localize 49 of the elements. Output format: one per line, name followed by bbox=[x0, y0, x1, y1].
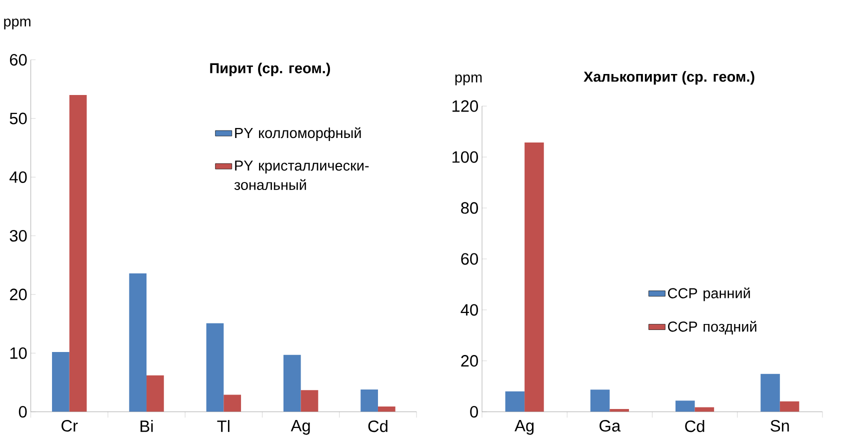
y-tick-label: 100 bbox=[452, 150, 478, 163]
y-tick-label: 0 bbox=[470, 406, 478, 418]
y-tick-label: 10 bbox=[10, 347, 27, 359]
y-tick-label: 120 bbox=[452, 100, 478, 112]
y-tick-label: 20 bbox=[461, 354, 478, 366]
y-tick-label: 20 bbox=[10, 288, 27, 300]
y-tick-label: 60 bbox=[461, 252, 478, 265]
x-tick-label: Ag bbox=[514, 420, 534, 434]
y-axis-title: ppm bbox=[4, 18, 30, 30]
bar bbox=[146, 375, 164, 412]
x-tick-label: Cd bbox=[685, 420, 704, 432]
bar bbox=[378, 406, 396, 412]
x-tick-label: Sn bbox=[770, 420, 789, 432]
x-tick-label: Cr bbox=[62, 420, 78, 432]
x-tick-label: Ag bbox=[290, 420, 310, 434]
y-tick-label: 80 bbox=[461, 202, 478, 214]
legend-label: PY кристаллически-зональный bbox=[234, 160, 369, 190]
bar bbox=[129, 273, 147, 412]
y-axis-title: ppm bbox=[455, 74, 482, 86]
bar bbox=[590, 389, 610, 412]
bar bbox=[283, 354, 301, 412]
x-tick-label: Cd bbox=[368, 420, 388, 432]
bar bbox=[676, 400, 695, 412]
chart-title: Пирит (ср. геом.) bbox=[210, 62, 330, 76]
bar bbox=[694, 406, 714, 412]
legend-label: CCP ранний bbox=[668, 287, 750, 301]
legend-label: PY колломорфный bbox=[235, 126, 361, 141]
bar bbox=[52, 352, 70, 412]
x-tick-label: Bi bbox=[140, 420, 153, 432]
y-tick-label: 60 bbox=[10, 54, 27, 66]
y-tick-label: 50 bbox=[10, 112, 27, 124]
bar bbox=[524, 142, 544, 412]
bar bbox=[224, 394, 242, 412]
legend-label: CCP поздний bbox=[668, 320, 756, 334]
bar bbox=[780, 401, 800, 412]
bar bbox=[69, 94, 87, 412]
bar bbox=[760, 374, 780, 412]
bar bbox=[360, 389, 378, 412]
y-tick-label: 40 bbox=[460, 304, 478, 316]
bar bbox=[505, 391, 525, 412]
y-tick-label: 40 bbox=[10, 171, 27, 183]
x-tick-label: Ga bbox=[600, 420, 621, 432]
chart-title: Халькопирит (ср. геом.) bbox=[584, 70, 754, 84]
x-tick-label: Tl bbox=[217, 420, 230, 432]
y-tick-label: 30 bbox=[10, 230, 27, 242]
bar bbox=[206, 322, 224, 412]
bar bbox=[610, 408, 629, 412]
bar bbox=[300, 390, 318, 412]
y-tick-label: 0 bbox=[18, 406, 27, 418]
